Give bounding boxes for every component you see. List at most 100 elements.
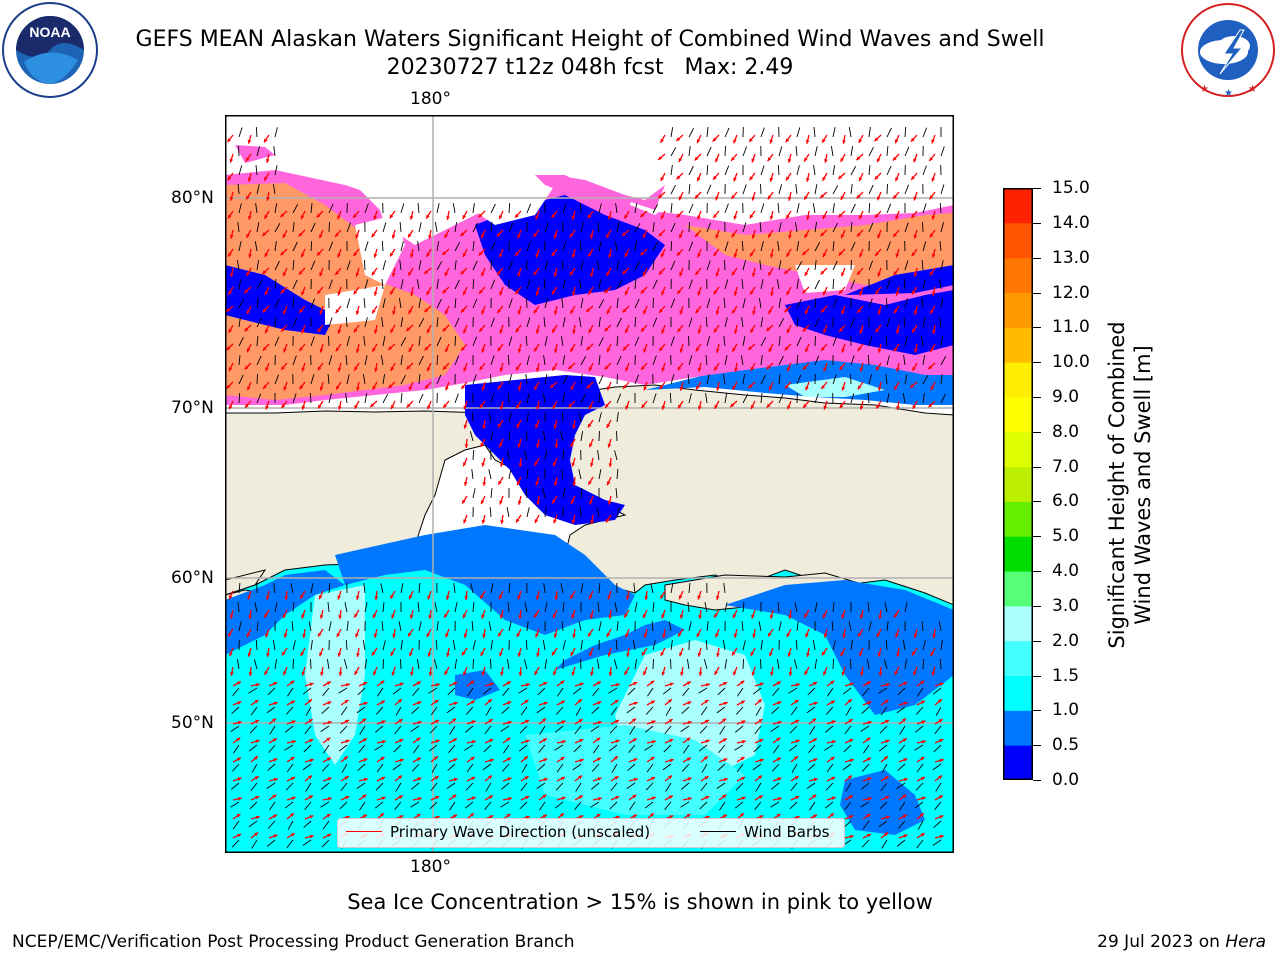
wave-arrow-head <box>290 757 295 761</box>
wind-barb <box>634 336 640 347</box>
wave-arrow-head <box>265 329 269 334</box>
wind-barb <box>935 782 942 792</box>
colorbar-bin <box>1003 710 1033 746</box>
wind-barb <box>536 706 546 714</box>
lat-label-50: 50°N <box>171 713 214 733</box>
wind-barb <box>706 374 710 385</box>
wind-barb <box>735 706 744 715</box>
wave-arrow-head <box>932 330 936 334</box>
wave-arrow-head <box>930 651 935 656</box>
colorbar <box>1003 188 1033 781</box>
wind-barb <box>290 583 294 594</box>
wind-barb <box>616 222 620 233</box>
wind-barb <box>716 782 726 789</box>
wave-arrow-head <box>624 252 629 257</box>
bering-shelf <box>335 525 635 635</box>
wind-barb <box>284 801 294 809</box>
wind-barb <box>932 763 942 771</box>
wind-barb <box>580 298 584 309</box>
colorbar-bin <box>1003 571 1033 607</box>
wind-barb <box>236 260 240 271</box>
wind-barb <box>343 659 348 670</box>
wave-arrow-head <box>668 719 673 723</box>
wave-arrow-head <box>838 175 843 179</box>
wind-barb <box>608 744 618 752</box>
wind-barb <box>742 658 744 670</box>
wave-arrow-head <box>644 596 649 600</box>
wind-barb <box>700 706 708 716</box>
wind-barb <box>562 279 566 290</box>
wave-arrow-head <box>802 327 807 332</box>
wave-arrow-head <box>498 595 503 600</box>
wave-arrow-head <box>408 233 412 238</box>
colorbar-tick-label: 1.0 <box>1052 700 1080 721</box>
wind-barb <box>382 222 387 233</box>
wave-arrow-head <box>561 720 566 724</box>
wave-arrow-head <box>588 367 593 372</box>
wave-arrow-head <box>606 271 610 276</box>
wave-arrow-head <box>391 234 396 239</box>
wave-arrow-head <box>308 719 313 723</box>
wave-arrow-head <box>290 813 294 817</box>
wind-barb <box>598 374 604 385</box>
wave-arrow-head <box>822 138 826 143</box>
wind-barb <box>580 393 586 404</box>
wind-barb <box>303 744 312 753</box>
wave-arrow-head <box>912 404 917 409</box>
wind-barb <box>472 241 475 252</box>
wave-arrow-head <box>686 757 691 762</box>
wave-arrow-head <box>820 270 825 275</box>
wave-arrow-head <box>839 328 843 332</box>
wave-arrow-head <box>932 634 936 638</box>
wave-arrow-head <box>226 384 231 389</box>
wave-arrow-head <box>733 177 737 182</box>
wave-arrow-head <box>463 424 468 429</box>
wave-arrow-head <box>596 681 601 685</box>
wave-arrow-head <box>517 500 522 505</box>
wind-barb <box>309 392 312 404</box>
wind-barb <box>699 725 708 734</box>
wave-arrow-head <box>661 291 665 296</box>
wind-barb <box>436 621 439 632</box>
wind-barb <box>363 297 366 309</box>
wave-arrow-head <box>715 348 720 353</box>
wave-arrow-head <box>470 700 475 705</box>
wave-arrow-head <box>624 613 628 618</box>
wind-barb <box>363 336 366 347</box>
wind-barb <box>285 782 294 791</box>
wind-barb <box>238 165 243 176</box>
wind-barb <box>778 355 784 366</box>
wind-barb <box>345 639 348 651</box>
wind-barb <box>883 659 888 670</box>
wave-arrow-head <box>679 614 684 619</box>
wave-arrow-head <box>804 157 808 162</box>
wave-arrow-head <box>568 365 573 369</box>
wave-arrow-head <box>301 253 305 258</box>
wind-barb <box>940 640 943 651</box>
wave-arrow-head <box>409 652 413 657</box>
wind-barb <box>778 393 784 404</box>
wind-barb <box>777 241 780 252</box>
wave-arrow-head <box>291 776 296 781</box>
wave-arrow-head <box>642 614 647 619</box>
wave-arrow-head <box>552 328 556 333</box>
wave-arrow-head <box>715 196 719 201</box>
wind-barb <box>266 706 276 714</box>
wind-barb <box>579 279 582 290</box>
colorbar-tick-mark <box>1033 257 1041 259</box>
wind-barb <box>382 393 389 404</box>
wind-barb <box>788 687 798 694</box>
wave-arrow-head <box>643 310 647 315</box>
wind-barb <box>814 317 820 328</box>
wave-arrow-head <box>579 739 584 743</box>
wave-arrow-head <box>697 215 701 220</box>
wind-barb <box>868 165 871 176</box>
wind-barb <box>826 763 834 773</box>
wind-barb <box>772 687 780 696</box>
wave-arrow-head <box>326 681 331 685</box>
wave-arrow-head <box>875 290 880 295</box>
wind-barb <box>526 430 528 442</box>
wave-arrow-head <box>453 758 458 762</box>
wave-arrow-head <box>802 289 807 294</box>
wind-barb <box>814 355 820 366</box>
